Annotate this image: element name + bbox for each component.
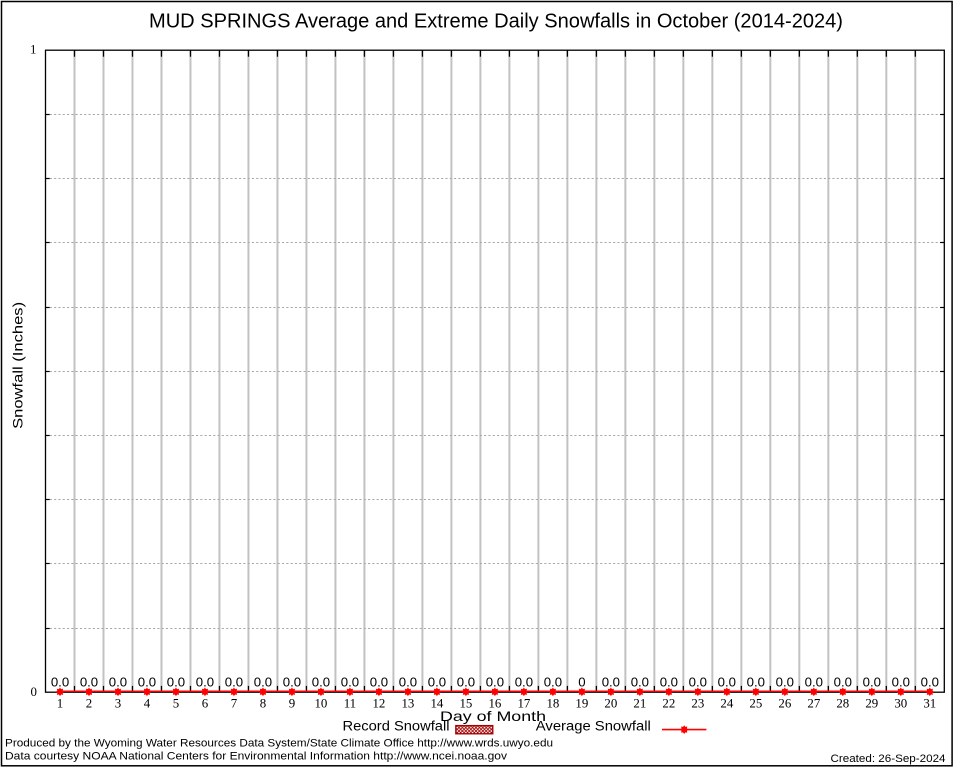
- svg-text:0.0: 0.0: [370, 674, 388, 689]
- svg-text:11: 11: [344, 697, 356, 711]
- svg-text:14: 14: [430, 697, 443, 711]
- svg-text:Average Snowfall: Average Snowfall: [536, 719, 651, 734]
- svg-text:18: 18: [546, 697, 559, 711]
- svg-text:8: 8: [260, 697, 266, 711]
- svg-text:0.0: 0.0: [515, 674, 533, 689]
- svg-text:0.0: 0.0: [834, 674, 852, 689]
- svg-text:20: 20: [604, 697, 617, 711]
- svg-text:30: 30: [894, 697, 907, 711]
- svg-text:0: 0: [31, 685, 37, 699]
- svg-text:Created: 26-Sep-2024: Created: 26-Sep-2024: [831, 753, 946, 765]
- svg-text:19: 19: [575, 697, 588, 711]
- svg-text:Data courtesy NOAA National Ce: Data courtesy NOAA National Centers for …: [5, 751, 508, 763]
- svg-text:0.0: 0.0: [341, 674, 359, 689]
- svg-text:0.0: 0.0: [863, 674, 881, 689]
- svg-text:0.0: 0.0: [51, 674, 69, 689]
- svg-text:0.0: 0.0: [602, 674, 620, 689]
- svg-text:12: 12: [372, 697, 385, 711]
- svg-text:24: 24: [720, 697, 733, 711]
- svg-text:0.0: 0.0: [80, 674, 98, 689]
- svg-text:29: 29: [865, 697, 878, 711]
- svg-text:0.0: 0.0: [892, 674, 910, 689]
- svg-text:0.0: 0.0: [544, 674, 562, 689]
- svg-text:1: 1: [57, 697, 63, 711]
- svg-text:0.0: 0.0: [167, 674, 185, 689]
- svg-text:0.0: 0.0: [660, 674, 678, 689]
- svg-text:25: 25: [749, 697, 762, 711]
- svg-text:9: 9: [289, 697, 295, 711]
- svg-text:31: 31: [923, 697, 936, 711]
- svg-text:10: 10: [314, 697, 327, 711]
- svg-text:0.0: 0.0: [805, 674, 823, 689]
- svg-text:0.0: 0.0: [776, 674, 794, 689]
- svg-text:Record Snowfall: Record Snowfall: [343, 719, 450, 734]
- svg-text:Snowfall (Inches): Snowfall (Inches): [11, 302, 26, 429]
- svg-text:0.0: 0.0: [631, 674, 649, 689]
- svg-text:3: 3: [115, 697, 121, 711]
- svg-text:0.0: 0.0: [457, 674, 475, 689]
- svg-text:Produced by the Wyoming Water: Produced by the Wyoming Water Resources …: [5, 738, 553, 750]
- svg-text:0.0: 0.0: [254, 674, 272, 689]
- svg-text:MUD SPRINGS Average and Extrem: MUD SPRINGS Average and Extreme Daily Sn…: [149, 10, 843, 32]
- svg-text:2: 2: [86, 697, 92, 711]
- svg-text:0.0: 0.0: [399, 674, 417, 689]
- svg-text:4: 4: [144, 697, 151, 711]
- svg-text:0.0: 0.0: [718, 674, 736, 689]
- svg-text:7: 7: [231, 697, 238, 711]
- svg-text:6: 6: [202, 697, 209, 711]
- svg-text:0.0: 0.0: [109, 674, 127, 689]
- svg-text:0.0: 0.0: [747, 674, 765, 689]
- svg-text:27: 27: [807, 697, 820, 711]
- svg-text:0.0: 0.0: [428, 674, 446, 689]
- svg-text:26: 26: [778, 697, 791, 711]
- svg-text:28: 28: [836, 697, 849, 711]
- svg-text:0.0: 0.0: [312, 674, 330, 689]
- svg-text:Day of Month: Day of Month: [440, 709, 546, 724]
- svg-text:22: 22: [662, 697, 675, 711]
- svg-text:1: 1: [30, 42, 36, 56]
- svg-text:0.0: 0.0: [225, 674, 243, 689]
- svg-text:0.0: 0.0: [689, 674, 707, 689]
- svg-text:0.0: 0.0: [138, 674, 156, 689]
- svg-text:17: 17: [517, 697, 530, 711]
- svg-text:0.0: 0.0: [283, 674, 301, 689]
- svg-text:15: 15: [459, 697, 472, 711]
- svg-text:0: 0: [578, 674, 585, 689]
- svg-text:0.0: 0.0: [196, 674, 214, 689]
- svg-text:16: 16: [488, 697, 501, 711]
- svg-text:21: 21: [633, 697, 646, 711]
- svg-text:0.0: 0.0: [921, 674, 939, 689]
- svg-text:0.0: 0.0: [486, 674, 504, 689]
- svg-text:23: 23: [691, 697, 704, 711]
- svg-text:13: 13: [401, 697, 414, 711]
- svg-text:5: 5: [173, 697, 179, 711]
